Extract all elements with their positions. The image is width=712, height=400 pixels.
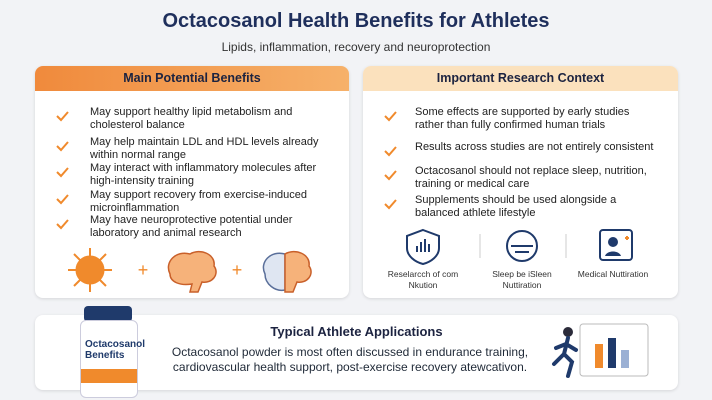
benefit-item: May support recovery from exercise-induc… xyxy=(90,189,308,214)
illustration: + + xyxy=(68,248,312,293)
check-icon xyxy=(55,165,69,179)
section-title: Typical Athlete Applications xyxy=(270,324,443,339)
context-item: Octacosanol should not replace sleep, nu… xyxy=(415,165,647,190)
athlete-illustration xyxy=(552,323,649,378)
icon-label: Sleep be iSleen Nuttiration xyxy=(492,269,552,290)
context-panel: Important Research Context Some effects … xyxy=(363,66,678,298)
check-icon xyxy=(55,139,69,153)
title: Octacosanol Health Benefits for Athletes xyxy=(162,10,550,32)
check-icon xyxy=(55,109,69,123)
check xyxy=(56,111,69,122)
check-icon xyxy=(55,217,69,231)
context-item: Supplements should be used alongside a b… xyxy=(415,194,617,219)
bottle-cap xyxy=(84,306,132,322)
applications-panel: Typical Athlete Applications Octacosanol… xyxy=(35,315,678,390)
check xyxy=(384,111,397,122)
subtitle: Lipids, inflammation, recovery and neuro… xyxy=(221,40,491,54)
section-text: Octacosanol powder is most often discuss… xyxy=(171,345,529,374)
product-label: Octacosanol Benefits xyxy=(85,339,146,361)
check xyxy=(384,170,397,181)
label-band xyxy=(81,369,137,383)
context-item: Results across studies are not entirely … xyxy=(415,141,654,153)
check xyxy=(56,167,69,178)
benefit-item: May help maintain LDL and HDL levels alr… xyxy=(90,136,319,161)
benefit-item: May have neuroprotective potential under… xyxy=(90,214,293,239)
icon-label: Medical Nuttiration xyxy=(577,269,649,279)
check xyxy=(384,146,397,157)
check xyxy=(56,194,69,205)
check-icon xyxy=(383,168,397,182)
icon-label: Reselarcch of com Nkution xyxy=(387,269,459,290)
icon-row xyxy=(406,228,633,266)
benefit-item: May interact with inflammatory molecules… xyxy=(90,162,317,187)
product-bottle: Octacosanol Benefits xyxy=(78,306,146,398)
check xyxy=(56,219,69,230)
check-icon xyxy=(383,109,397,123)
check-icon xyxy=(383,197,397,211)
check-icon xyxy=(55,192,69,206)
benefit-item: May support healthy lipid metabolism and… xyxy=(90,106,293,131)
check-icon xyxy=(383,144,397,158)
check xyxy=(56,141,69,152)
check xyxy=(384,199,397,210)
panel-title: Important Research Context xyxy=(363,66,678,91)
svg-text:+: + xyxy=(138,260,149,280)
context-item: Some effects are supported by early stud… xyxy=(415,106,630,131)
bottle-body: Octacosanol Benefits xyxy=(80,320,146,398)
svg-text:+: + xyxy=(232,260,243,280)
benefits-panel: Main Potential Benefits May support heal… xyxy=(35,66,349,298)
panel-title: Main Potential Benefits xyxy=(35,66,349,91)
